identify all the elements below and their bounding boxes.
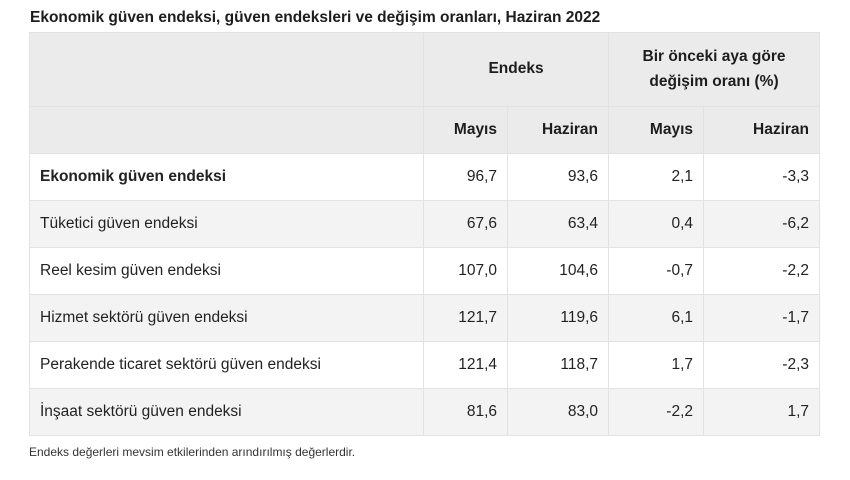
header-empty-cell	[29, 106, 424, 154]
footnote: Endeks değerleri mevsim etkilerinden arı…	[29, 445, 356, 459]
table-row: Reel kesim güven endeksi 107,0 104,6 -0,7 -2…	[29, 247, 821, 295]
value-cell: -0,7	[608, 247, 705, 295]
row-label: Ekonomik güven endeksi	[29, 153, 424, 201]
value-cell: -3,3	[703, 153, 821, 201]
table-title: Ekonomik güven endeksi, güven endeksleri…	[30, 9, 601, 26]
value-cell: -2,3	[703, 341, 821, 389]
table-row: Ekonomik güven endeksi 96,7 93,6 2,1 -3,3	[29, 153, 821, 201]
header-endeks: Endeks	[422, 32, 610, 107]
value-cell: 104,6	[506, 247, 610, 295]
value-cell: 1,7	[703, 388, 821, 436]
value-cell: 107,0	[423, 247, 508, 295]
value-cell: -2,2	[703, 247, 821, 295]
value-cell: 118,7	[506, 341, 610, 389]
confidence-index-table: Endeks Bir önceki aya göre değişim oranı…	[29, 32, 821, 436]
value-cell: -1,7	[703, 294, 821, 342]
header-endeks-haziran: Haziran	[506, 106, 610, 154]
row-label: Hizmet sektörü güven endeksi	[29, 294, 424, 342]
table-row: İnşaat sektörü güven endeksi 81,6 83,0 -2,2…	[29, 388, 821, 436]
value-cell: 63,4	[506, 200, 610, 248]
value-cell: 119,6	[506, 294, 610, 342]
table-row: Hizmet sektörü güven endeksi 121,7 119,6 6,…	[29, 294, 821, 342]
table-body: Ekonomik güven endeksi 96,7 93,6 2,1 -3,3 Tük…	[29, 153, 821, 436]
header-change-haziran: Haziran	[703, 106, 821, 154]
value-cell: 6,1	[608, 294, 705, 342]
value-cell: 0,4	[608, 200, 705, 248]
value-cell: 121,4	[423, 341, 508, 389]
table-row: Perakende ticaret sektörü güven endeksi 1…	[29, 341, 821, 389]
value-cell: -2,2	[608, 388, 705, 436]
value-cell: 93,6	[506, 153, 610, 201]
row-label: Reel kesim güven endeksi	[29, 247, 424, 295]
header-change-mayis: Mayıs	[608, 106, 705, 154]
value-cell: 83,0	[506, 388, 610, 436]
value-cell: 2,1	[608, 153, 705, 201]
value-cell: 121,7	[423, 294, 508, 342]
header-empty-cell	[29, 32, 424, 107]
value-cell: -6,2	[703, 200, 821, 248]
value-cell: 1,7	[608, 341, 705, 389]
row-label: Tüketici güven endeksi	[29, 200, 424, 248]
row-label: Perakende ticaret sektörü güven endeksi	[29, 341, 424, 389]
group-header-row: Endeks Bir önceki aya göre değişim oranı…	[29, 32, 821, 107]
table-row: Tüketici güven endeksi 67,6 63,4 0,4 -6,2	[29, 200, 821, 248]
row-label: İnşaat sektörü güven endeksi	[29, 388, 424, 436]
value-cell: 81,6	[423, 388, 508, 436]
value-cell: 67,6	[423, 200, 508, 248]
header-endeks-mayis: Mayıs	[423, 106, 508, 154]
sub-header-row: Mayıs Haziran Mayıs Haziran	[29, 106, 821, 154]
value-cell: 96,7	[423, 153, 508, 201]
header-change-rate: Bir önceki aya göre değişim oranı (%)	[608, 32, 821, 107]
